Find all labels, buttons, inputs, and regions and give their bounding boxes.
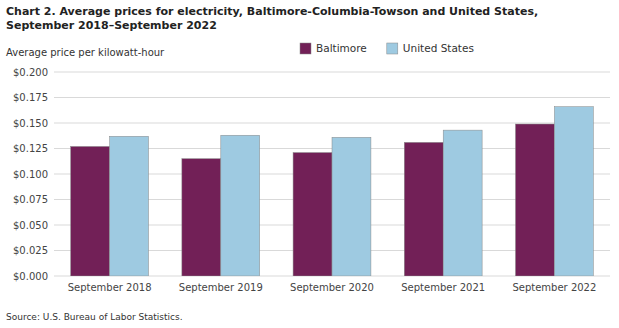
x-tick-label: September 2018 — [68, 282, 152, 293]
x-tick-label: September 2022 — [512, 282, 596, 293]
bar — [332, 137, 371, 276]
x-axis: September 2018 September 2019 September 20… — [68, 282, 597, 293]
y-tick-label: $0.000 — [13, 271, 48, 282]
grid-line — [54, 72, 610, 73]
bar — [293, 153, 332, 276]
bar — [443, 130, 482, 276]
y-tick-label: $0.150 — [13, 118, 48, 129]
grid-line — [54, 123, 610, 124]
y-tick-label: $0.125 — [13, 143, 48, 154]
legend-swatch — [300, 43, 311, 54]
x-tick-label: September 2021 — [401, 282, 485, 293]
y-tick-label: $0.100 — [13, 169, 48, 180]
bars — [71, 107, 594, 276]
bar — [71, 146, 110, 276]
bar — [554, 107, 593, 276]
y-tick-label: $0.200 — [13, 67, 48, 78]
bar — [515, 124, 554, 276]
y-tick-label: $0.175 — [13, 92, 48, 103]
bar — [110, 136, 149, 276]
y-tick-label: $0.075 — [13, 194, 48, 205]
y-axis: $0.000 $0.025 $0.050 $0.075 $0.100 $0.125 $0.1… — [13, 67, 610, 282]
source: Source: U.S. Bureau of Labor Statistics. — [6, 312, 183, 322]
legend-label: Baltimore — [316, 42, 367, 54]
y-tick-label: $0.050 — [13, 220, 48, 231]
grid-line — [54, 97, 610, 98]
title: Chart 2. Average prices for electricity,… — [6, 5, 538, 18]
bar — [221, 135, 260, 276]
y-tick-label: $0.025 — [13, 245, 48, 256]
legend: Baltimore United States — [300, 42, 474, 54]
bar — [182, 159, 221, 276]
x-tick-label: September 2019 — [179, 282, 263, 293]
y-axis-label: Average price per kilowatt-hour — [6, 47, 165, 58]
chart: Chart 2. Average prices for electricity,… — [0, 0, 619, 328]
x-tick-label: September 2020 — [290, 282, 374, 293]
bar — [404, 142, 443, 276]
subtitle: September 2018–September 2022 — [6, 19, 217, 32]
chart-container: Chart 2. Average prices for electricity,… — [0, 0, 619, 328]
legend-swatch — [387, 43, 398, 54]
legend-label: United States — [403, 42, 474, 54]
